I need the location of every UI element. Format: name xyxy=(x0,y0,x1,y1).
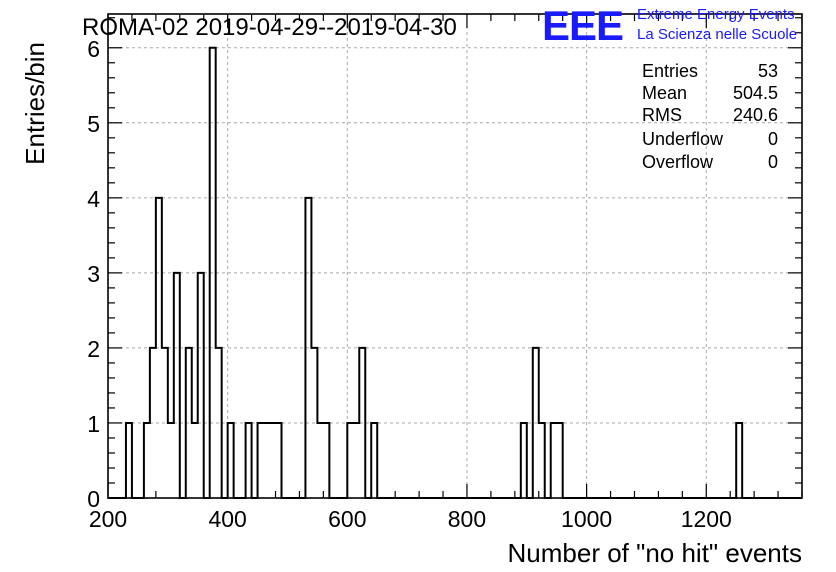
y-tick-label: 5 xyxy=(87,111,100,137)
eee-logo: EEE Extreme Energy Events La Scienza nel… xyxy=(542,2,797,49)
histogram-bin xyxy=(246,423,252,498)
histogram-bin xyxy=(305,198,311,498)
y-tick-label: 1 xyxy=(87,411,100,437)
histogram-bin xyxy=(210,48,216,498)
histogram-bin xyxy=(156,198,162,498)
histogram-bin xyxy=(521,423,527,498)
y-tick-label: 4 xyxy=(87,186,100,212)
stats-value-entries: 53 xyxy=(758,61,778,81)
histogram-bin xyxy=(198,273,204,498)
histogram-bin xyxy=(270,423,276,498)
x-tick-label: 400 xyxy=(208,506,246,532)
histogram-bin xyxy=(533,348,539,498)
histogram-bin xyxy=(359,348,365,498)
histogram-bin xyxy=(126,423,132,498)
x-tick-label: 1200 xyxy=(681,506,732,532)
histogram-bin xyxy=(264,423,270,498)
plot-frame xyxy=(107,13,803,499)
y-axis-label: Entries/bin xyxy=(20,42,50,165)
histogram-bin xyxy=(144,423,150,498)
stats-label-underflow: Underflow xyxy=(642,129,724,149)
y-tick-label: 0 xyxy=(87,486,100,512)
histogram-bin xyxy=(347,423,353,498)
y-tick-label: 3 xyxy=(87,261,100,287)
stats-value-mean: 504.5 xyxy=(733,83,778,103)
histogram-bin xyxy=(150,348,156,498)
logo-line-1: Extreme Energy Events xyxy=(637,6,795,23)
histogram-bin xyxy=(168,423,174,498)
y-tick-label: 2 xyxy=(87,336,100,362)
stats-label-overflow: Overflow xyxy=(642,152,714,172)
axes: 200 400 600 800 1000 1200 0 1 2 3 4 5 6 xyxy=(87,14,803,532)
x-axis-label: Number of "no hit" events xyxy=(508,538,803,568)
histogram-bin xyxy=(317,423,323,498)
stats-label-mean: Mean xyxy=(642,83,687,103)
x-tick-label: 200 xyxy=(89,506,127,532)
histogram-bin xyxy=(353,423,359,498)
stats-label-rms: RMS xyxy=(642,105,682,125)
histogram-bin xyxy=(258,423,264,498)
histogram-bin xyxy=(736,423,742,498)
histogram-bin xyxy=(276,423,282,498)
histogram-bin xyxy=(311,348,317,498)
histogram-bin xyxy=(174,273,180,498)
histogram-bin xyxy=(323,423,329,498)
logo-mark: EEE xyxy=(542,2,623,49)
grid-lines xyxy=(108,14,802,498)
x-tick-label: 1000 xyxy=(561,506,612,532)
histogram-bin xyxy=(539,423,545,498)
histogram-bin xyxy=(192,423,198,498)
x-tick-label: 600 xyxy=(328,506,366,532)
x-tick-label: 800 xyxy=(448,506,486,532)
stats-label-entries: Entries xyxy=(642,61,698,81)
chart-title: ROMA-02 2019-04-29--2019-04-30 xyxy=(82,14,457,41)
histogram-bin xyxy=(551,423,557,498)
histogram-bin xyxy=(371,423,377,498)
logo-line-2: La Scienza nelle Scuole xyxy=(637,26,797,43)
stats-value-overflow: 0 xyxy=(768,152,778,172)
stats-box: Entries 53 Mean 504.5 RMS 240.6 Underflo… xyxy=(642,61,778,172)
histogram-bin xyxy=(557,423,563,498)
stats-value-rms: 240.6 xyxy=(733,105,778,125)
histogram-bin xyxy=(228,423,234,498)
histogram-bin xyxy=(186,348,192,498)
y-tick-label: 6 xyxy=(87,36,100,62)
histogram-bin xyxy=(216,348,222,498)
histogram-bin xyxy=(162,348,168,498)
stats-value-underflow: 0 xyxy=(768,129,778,149)
